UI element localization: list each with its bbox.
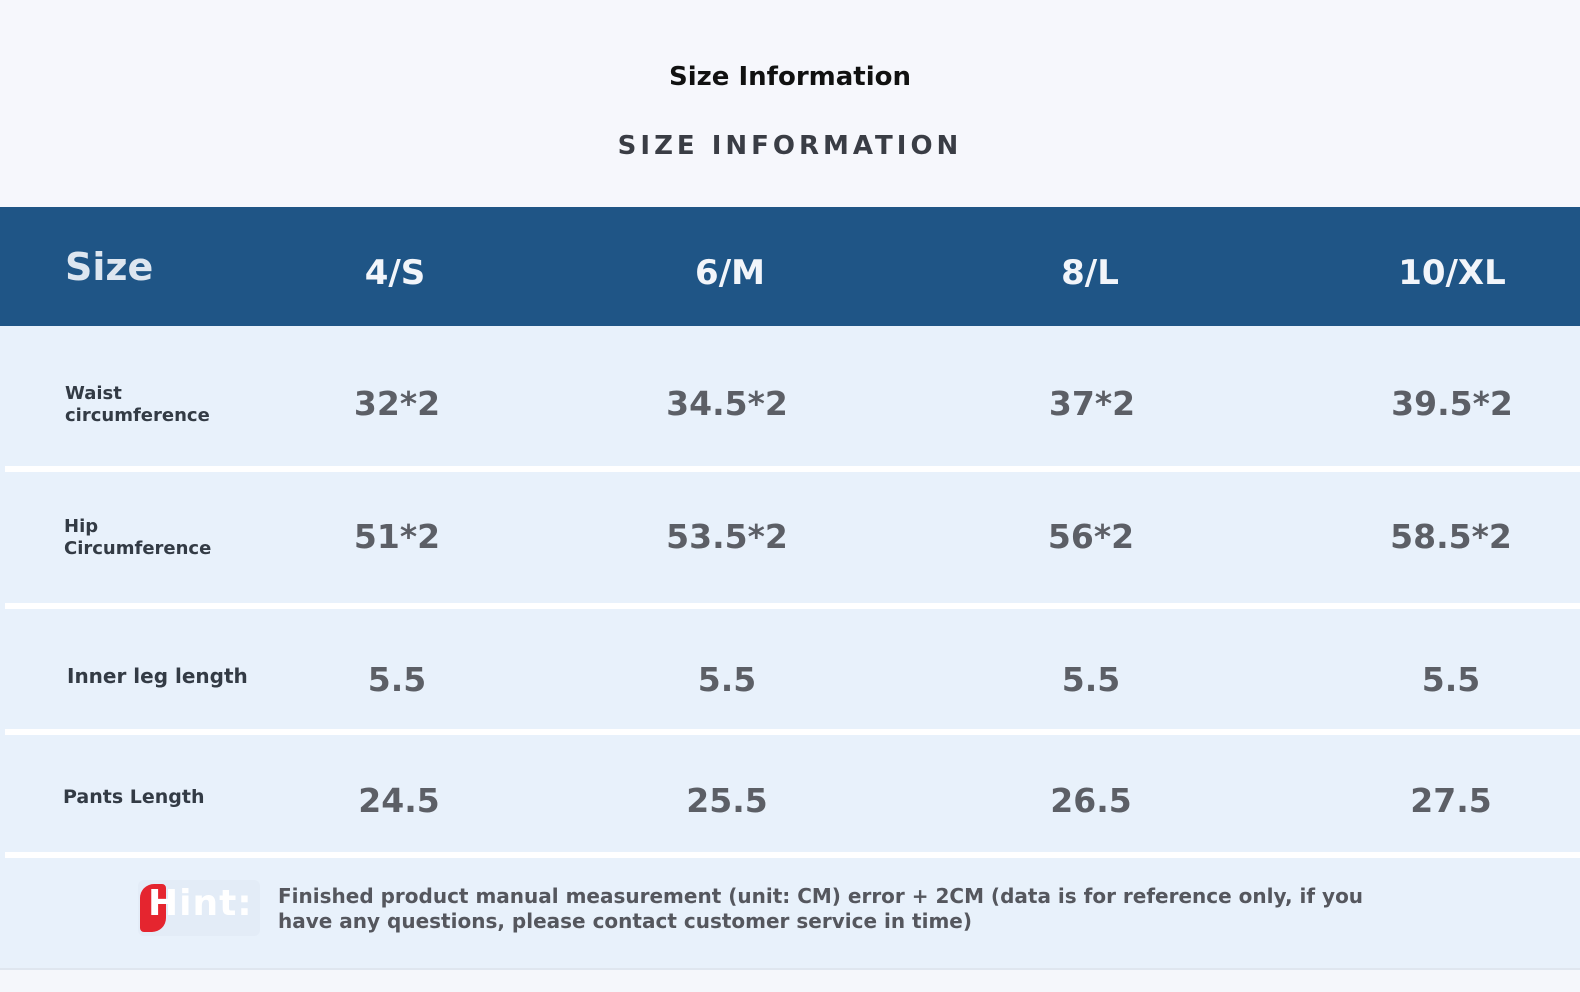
size-header-row: Size 4/S 6/M 8/L 10/XL [0, 207, 1580, 326]
table-cell: 32*2 [353, 384, 441, 423]
table-row: Pants Length 24.5 25.5 26.5 27.5 [5, 735, 1580, 852]
size-column-header: 8/L [1061, 252, 1119, 293]
row-label-line: Waist [65, 383, 122, 404]
table-cell: 5.5 [1421, 660, 1481, 699]
table-cell: 53.5*2 [666, 517, 788, 556]
table-row: Waist circumference 32*2 34.5*2 37*2 39.… [5, 326, 1580, 466]
row-divider [5, 852, 1580, 858]
table-cell: 27.5 [1410, 781, 1492, 820]
table-cell: 24.5 [358, 781, 440, 820]
hint-marker-icon [140, 884, 166, 932]
row-label: Pants Length [63, 786, 205, 808]
size-header-label: Size [65, 244, 154, 289]
title-section: Size Information SIZE INFORMATION [0, 0, 1580, 207]
page-subtitle: SIZE INFORMATION [617, 131, 963, 161]
table-cell: 5.5 [697, 660, 757, 699]
row-label: Waist circumference [65, 383, 210, 427]
row-label-line: circumference [65, 405, 210, 426]
table-cell: 51*2 [353, 517, 441, 556]
row-divider [5, 603, 1580, 609]
row-divider [5, 729, 1580, 735]
row-label: Inner leg length [67, 664, 248, 688]
hint-label: Hint: [148, 883, 253, 924]
row-label-line: Hip [64, 516, 99, 537]
table-cell: 58.5*2 [1390, 517, 1512, 556]
size-column-header: 4/S [364, 252, 426, 293]
table-cell: 5.5 [1061, 660, 1121, 699]
table-row: Inner leg length 5.5 5.5 5.5 5.5 [5, 609, 1580, 729]
size-column-header: 6/M [695, 252, 765, 293]
size-column-header: 10/XL [1398, 252, 1506, 293]
row-divider [5, 466, 1580, 472]
table-cell: 39.5*2 [1391, 384, 1513, 423]
row-label: Hip Circumference [64, 516, 211, 560]
table-row: Hip Circumference 51*2 53.5*2 56*2 58.5*… [5, 472, 1580, 603]
bottom-strip [0, 968, 1580, 992]
hint-section: Hint: Finished product manual measuremen… [0, 858, 1580, 968]
size-table-body [0, 326, 1580, 970]
table-cell: 25.5 [686, 781, 768, 820]
table-cell: 56*2 [1047, 517, 1135, 556]
table-cell: 26.5 [1050, 781, 1132, 820]
page-title: Size Information [669, 62, 911, 92]
table-cell: 5.5 [367, 660, 427, 699]
table-cell: 34.5*2 [666, 384, 788, 423]
row-label-line: Circumference [64, 538, 212, 559]
table-cell: 37*2 [1048, 384, 1136, 423]
hint-text: Finished product manual measurement (uni… [278, 884, 1364, 933]
